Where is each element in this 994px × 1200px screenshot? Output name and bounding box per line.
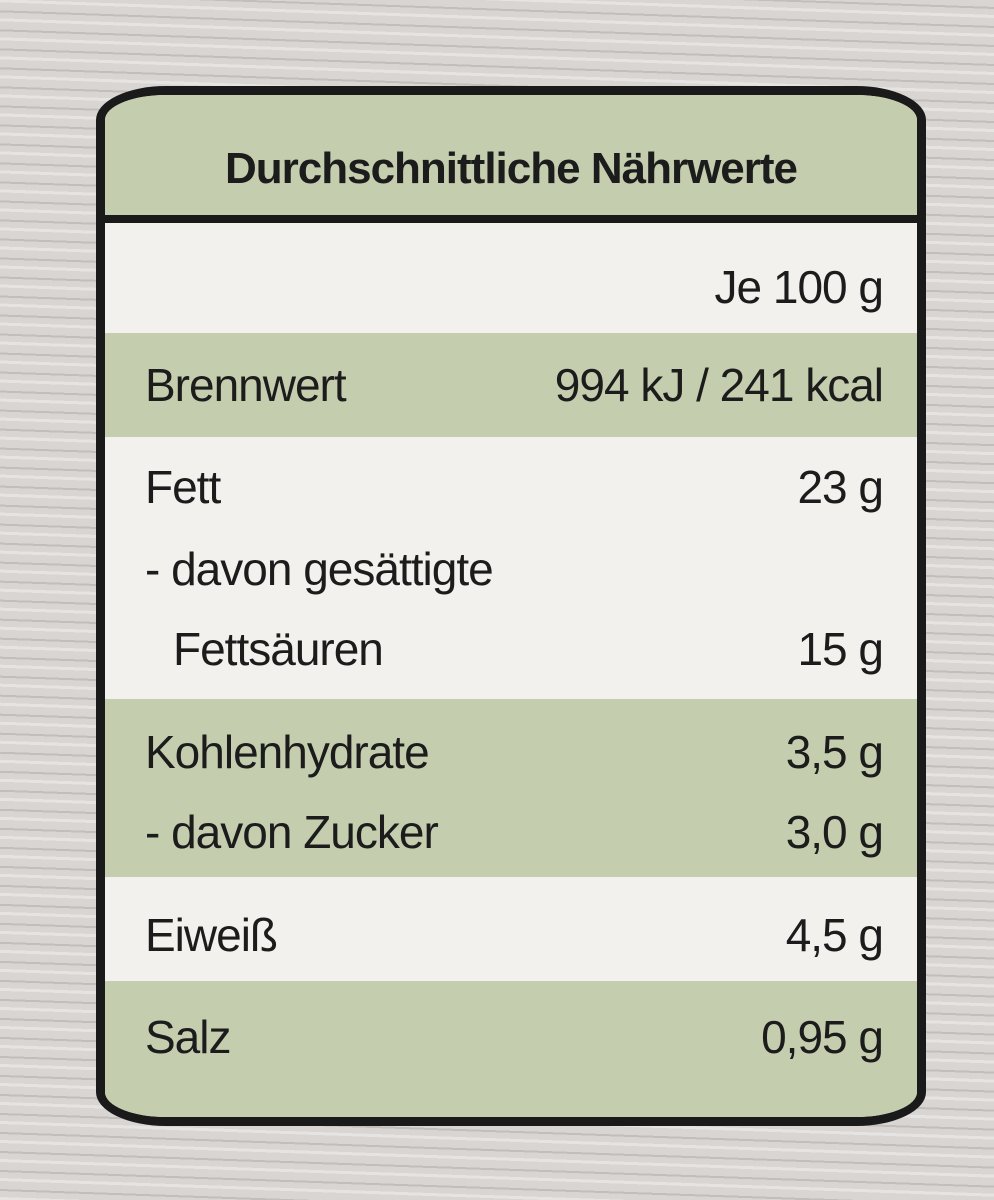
- row-label: Fettsäuren: [173, 623, 384, 675]
- row-label: Fett: [145, 461, 221, 513]
- row-value: 4,5 g: [785, 909, 884, 961]
- row-band: [105, 437, 917, 699]
- header-band: [105, 95, 917, 223]
- column-header: Je 100 g: [714, 261, 884, 313]
- row-label: Eiweiß: [145, 909, 278, 961]
- title: Durchschnittliche Nährwerte: [224, 144, 798, 193]
- row-label: - davon Zucker: [145, 806, 439, 858]
- row-value: 3,5 g: [785, 726, 884, 778]
- nutrition-label: Durchschnittliche Nährwerte Je 100 g Bre…: [96, 86, 926, 1126]
- row-band: [105, 981, 917, 1117]
- row-label: Brennwert: [145, 359, 347, 411]
- row-label: Kohlenhydrate: [145, 726, 430, 778]
- row-value: 15 g: [797, 623, 884, 675]
- row-value: 23 g: [797, 461, 884, 513]
- row-band: [105, 333, 917, 437]
- row-band: [105, 223, 917, 333]
- row-value: 0,95 g: [761, 1011, 884, 1063]
- row-value: 3,0 g: [785, 806, 884, 858]
- row-band: [105, 877, 917, 981]
- row-band: [105, 699, 917, 877]
- row-value: 994 kJ / 241 kcal: [554, 359, 884, 411]
- row-label: Salz: [145, 1011, 231, 1063]
- row-label: - davon gesättigte: [145, 543, 494, 595]
